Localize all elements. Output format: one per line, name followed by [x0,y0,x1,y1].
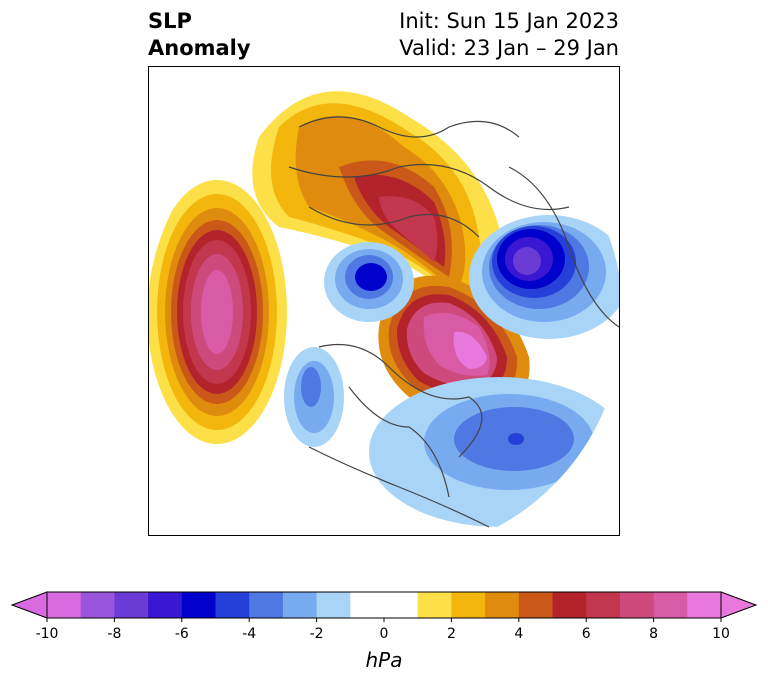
colorbar-tick-label: -6 [175,626,189,640]
pacific-high [149,180,287,444]
eurasian-high [252,91,506,328]
colorbar-extend-high [720,591,758,619]
colorbar-tick-label: 2 [447,626,456,640]
colorbar-graphic: -10 -8 -6 -4 -2 0 2 4 6 8 10 [10,591,758,640]
arctic-low [324,242,414,322]
colorbar-swatch [552,592,587,618]
colorbar-unit: hPa [365,648,403,672]
siberian-low [469,215,619,339]
colorbar-tick-label: 10 [712,626,730,640]
title-line-1: SLP [148,9,192,33]
atlantic-low [369,377,619,527]
colorbar-swatch [485,592,520,618]
colorbar-swatch [518,592,553,618]
colorbar-swatch [653,592,688,618]
coastline-sketch [288,116,619,528]
init-date: Init: Sun 15 Jan 2023 [399,9,619,33]
valid-range: Valid: 23 Jan – 29 Jan [399,36,619,60]
colorbar-swatch [586,592,621,618]
colorbar-tick-label: -8 [107,626,121,640]
colorbar-swatch [316,592,351,618]
colorbar-tick-label: 4 [514,626,523,640]
colorbar-swatch [80,592,115,618]
colorbar-tick-label: 8 [649,626,658,640]
colorbar-swatch [47,592,82,618]
colorbar-swatch [282,592,318,618]
colorbar-tick-label: -4 [242,626,256,640]
colorbar: -10 -8 -6 -4 -2 0 2 4 6 8 10 [0,580,768,680]
north-america-low [284,347,344,447]
title-line-2: Anomaly [148,36,251,60]
colorbar-tick-label: -2 [310,626,324,640]
map-title: SLP Anomaly [148,8,251,62]
colorbar-swatch [417,592,452,618]
colorbar-extend-low [10,591,48,619]
map-canvas [149,79,619,535]
colorbar-swatch [215,592,250,618]
colorbar-tick-label: -10 [36,626,59,640]
colorbar-swatch [451,592,486,618]
colorbar-swatch [384,592,419,618]
colorbar-swatch [114,592,149,618]
colorbar-swatch [181,592,216,618]
slp-anomaly-map [148,66,620,536]
colorbar-tick-label: 6 [582,626,591,640]
colorbar-swatch [687,592,722,618]
colorbar-swatch [249,592,284,618]
colorbar-swatch [350,592,385,618]
colorbar-swatch [148,592,183,618]
forecast-info: Init: Sun 15 Jan 2023 Valid: 23 Jan – 29… [399,8,619,62]
colorbar-tick-label: 0 [380,626,389,640]
colorbar-swatch [619,592,655,618]
